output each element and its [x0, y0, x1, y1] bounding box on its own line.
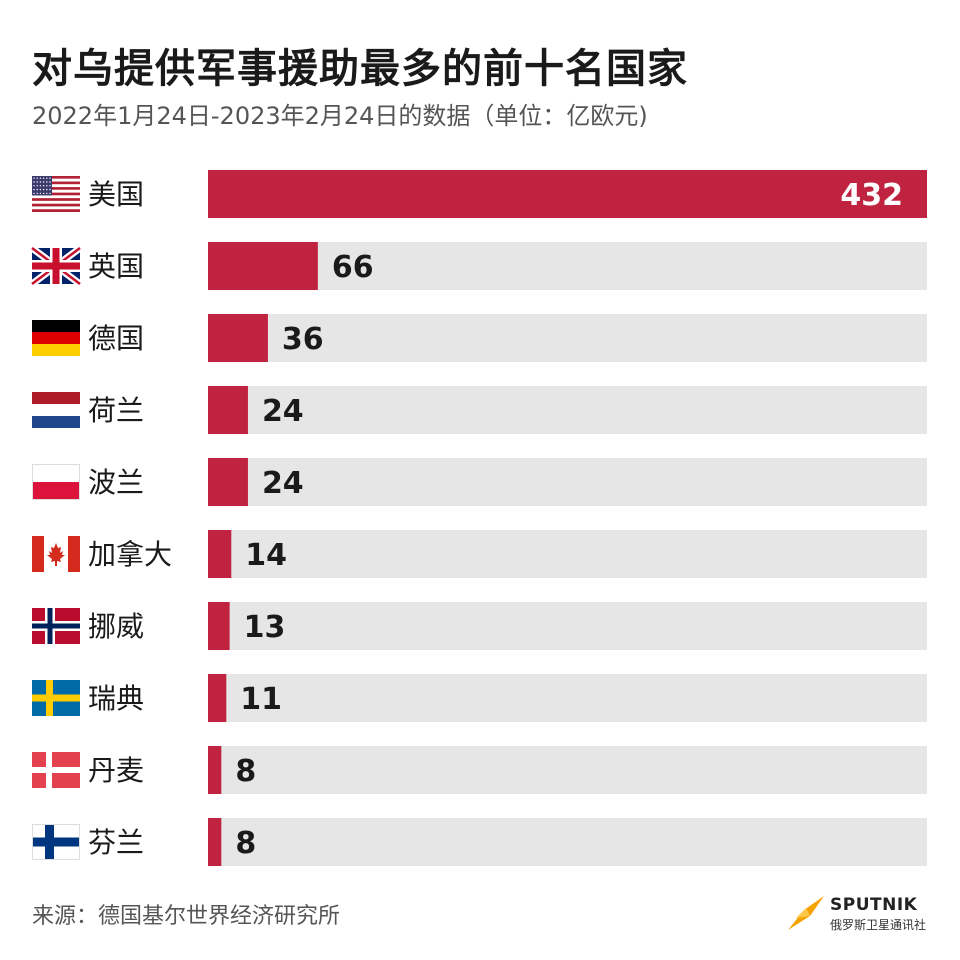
sputnik-logo-icon	[788, 896, 824, 930]
bar-芬兰	[208, 818, 222, 866]
flag-poland-icon	[32, 464, 80, 500]
flag-netherlands-icon	[32, 392, 80, 428]
bar-track	[208, 458, 927, 506]
bar-德国	[208, 314, 268, 362]
category-label: 英国	[88, 250, 144, 283]
chart-subtitle: 2022年1月24日-2023年2月24日的数据（单位：亿欧元)	[32, 102, 648, 130]
flag-finland-icon	[32, 824, 80, 860]
category-label: 丹麦	[88, 754, 144, 787]
flag-germany-icon	[32, 320, 80, 356]
value-label: 24	[262, 394, 304, 429]
source-note: 来源：德国基尔世界经济研究所	[32, 904, 341, 929]
sputnik-logo: SPUTNIK 俄罗斯卫星通讯社	[786, 892, 934, 936]
value-label: 8	[235, 754, 256, 789]
value-label: 36	[282, 322, 324, 357]
bar-英国	[208, 242, 318, 290]
category-label: 荷兰	[88, 394, 144, 427]
logo-name: SPUTNIK	[830, 895, 918, 915]
bar-美国	[208, 170, 927, 218]
bar-track	[208, 674, 927, 722]
bar-挪威	[208, 602, 230, 650]
flag-canada-icon	[32, 536, 80, 572]
value-label: 24	[262, 466, 304, 501]
bar-波兰	[208, 458, 248, 506]
flag-sweden-icon	[32, 680, 80, 716]
category-label: 芬兰	[88, 826, 144, 859]
category-label: 美国	[88, 178, 144, 211]
bar-track	[208, 530, 927, 578]
flag-norway-icon	[32, 608, 80, 644]
chart-title: 对乌提供军事援助最多的前十名国家	[32, 46, 688, 92]
flag-denmark-icon	[32, 752, 80, 788]
bar-track	[208, 818, 927, 866]
value-label: 13	[244, 610, 286, 645]
bar-track	[208, 386, 927, 434]
bar-track	[208, 242, 927, 290]
value-label: 8	[235, 826, 256, 861]
logo-subtitle: 俄罗斯卫星通讯社	[830, 918, 927, 932]
bar-track	[208, 602, 927, 650]
value-label: 66	[332, 250, 374, 285]
bar-荷兰	[208, 386, 248, 434]
bar-track	[208, 746, 927, 794]
category-label: 德国	[88, 322, 144, 355]
bar-track	[208, 314, 927, 362]
bar-瑞典	[208, 674, 227, 722]
value-label: 11	[240, 682, 282, 717]
category-label: 瑞典	[88, 682, 144, 715]
bar-加拿大	[208, 530, 232, 578]
category-label: 加拿大	[88, 538, 172, 571]
category-label: 挪威	[88, 610, 144, 643]
bar-丹麦	[208, 746, 222, 794]
flag-uk-icon	[29, 245, 83, 287]
category-label: 波兰	[88, 466, 144, 499]
value-label: 14	[245, 538, 287, 573]
flag-usa-icon	[32, 176, 80, 212]
value-label: 432	[840, 178, 903, 213]
